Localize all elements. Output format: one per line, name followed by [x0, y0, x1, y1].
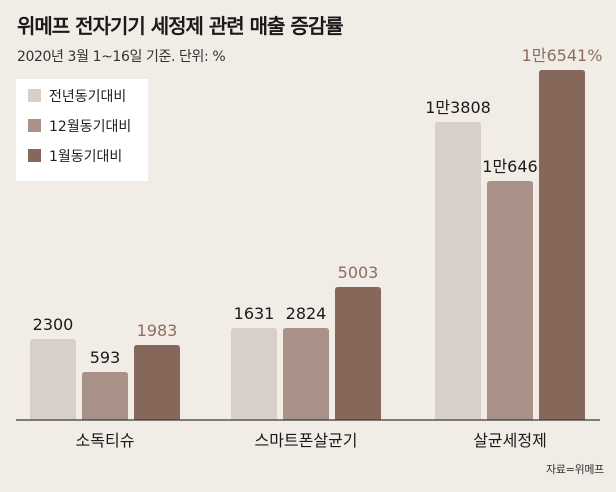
bar-phone-sterilizer-series-1 — [231, 328, 277, 420]
bars — [30, 70, 585, 420]
bar-value-label-phone-sterilizer-series-2: 2824 — [286, 304, 327, 323]
category-label-disinfecting-tissue: 소독티슈 — [76, 431, 135, 450]
legend-label-2: 12월동기대비 — [49, 119, 131, 135]
bar-labels: 2300 593 1983 1631 2824 5003 1만3808 1만646 1만6541… — [33, 46, 603, 367]
bar-value-label-disinfecting-tissue-series-2: 593 — [90, 348, 121, 367]
bar-value-label-sanitizer-series-1: 1만3808 — [425, 98, 491, 117]
legend: 전년동기대비 12월동기대비 1월동기대비 — [28, 89, 131, 165]
chart-title: 위메프 전자기기 세정제 관련 매출 증감률 — [17, 14, 344, 38]
legend-label-3: 1월동기대비 — [49, 149, 122, 165]
bar-value-label-phone-sterilizer-series-3: 5003 — [338, 263, 379, 282]
bar-disinfecting-tissue-series-2 — [82, 372, 128, 420]
bar-disinfecting-tissue-series-3 — [134, 345, 180, 420]
bar-value-label-disinfecting-tissue-series-1: 2300 — [33, 315, 74, 334]
bar-value-label-disinfecting-tissue-series-3: 1983 — [137, 321, 178, 340]
bar-phone-sterilizer-series-3 — [335, 287, 381, 420]
bar-value-label-sanitizer-series-3: 1만6541% — [522, 46, 603, 65]
bar-phone-sterilizer-series-2 — [283, 328, 329, 420]
bar-disinfecting-tissue-series-1 — [30, 339, 76, 420]
bar-sanitizer-series-1 — [435, 122, 481, 420]
bar-sanitizer-series-2 — [487, 181, 533, 420]
bar-sanitizer-series-3 — [539, 70, 585, 420]
category-label-sanitizer: 살균세정제 — [473, 431, 547, 450]
legend-label-1: 전년동기대비 — [49, 89, 126, 105]
legend-swatch-1 — [28, 89, 41, 102]
chart-subtitle: 2020년 3월 1~16일 기준. 단위: % — [17, 49, 226, 65]
legend-swatch-3 — [28, 149, 41, 162]
legend-swatch-2 — [28, 119, 41, 132]
source-note: 자료=위메프 — [545, 463, 604, 476]
bar-value-label-sanitizer-series-2: 1만646 — [482, 157, 537, 176]
bar-value-label-phone-sterilizer-series-1: 1631 — [234, 304, 275, 323]
category-label-phone-sterilizer: 스마트폰살균기 — [254, 431, 357, 450]
category-labels: 소독티슈 스마트폰살균기 살균세정제 — [76, 431, 547, 450]
